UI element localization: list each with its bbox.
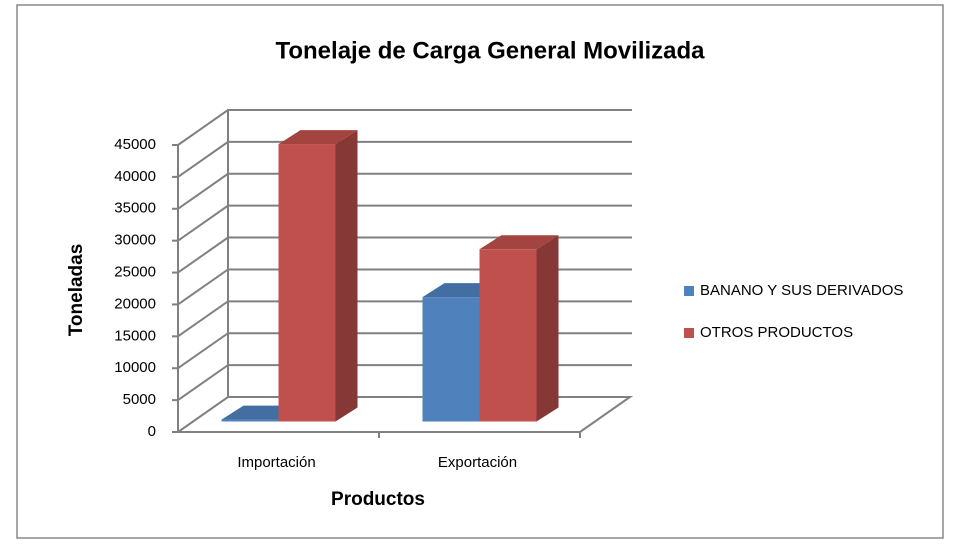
floor bbox=[174, 396, 634, 433]
y-tick-label: 0 bbox=[148, 423, 156, 440]
bar-top bbox=[479, 235, 559, 250]
bar bbox=[422, 297, 480, 422]
x-axis-title: Productos bbox=[331, 489, 425, 510]
legend-swatch bbox=[684, 328, 694, 338]
y-tick-label: 10000 bbox=[114, 359, 156, 376]
x-tick-label: Exportación bbox=[438, 454, 517, 471]
bar-side bbox=[335, 130, 358, 422]
bar-side bbox=[536, 235, 559, 422]
chart-title: Tonelaje de Carga General Movilizada bbox=[275, 37, 705, 64]
x-tick-label: Importación bbox=[237, 454, 315, 471]
y-tick-label: 20000 bbox=[114, 295, 156, 312]
y-tick-label: 5000 bbox=[123, 391, 156, 408]
y-tick-label: 45000 bbox=[114, 136, 156, 153]
bar bbox=[278, 144, 336, 422]
y-tick-label: 25000 bbox=[114, 264, 156, 281]
legend-label: OTROS PRODUCTOS bbox=[700, 324, 853, 341]
y-tick-label: 15000 bbox=[114, 327, 156, 344]
legend-label: BANANO Y SUS DERIVADOS bbox=[700, 282, 903, 299]
y-tick-label: 30000 bbox=[114, 232, 156, 249]
bar bbox=[221, 419, 279, 422]
y-tick-label: 40000 bbox=[114, 168, 156, 185]
bar bbox=[479, 249, 537, 422]
bar-top bbox=[278, 130, 358, 145]
legend-swatch bbox=[684, 286, 694, 296]
y-tick-label: 35000 bbox=[114, 200, 156, 217]
y-axis-title: Toneladas bbox=[66, 244, 87, 337]
